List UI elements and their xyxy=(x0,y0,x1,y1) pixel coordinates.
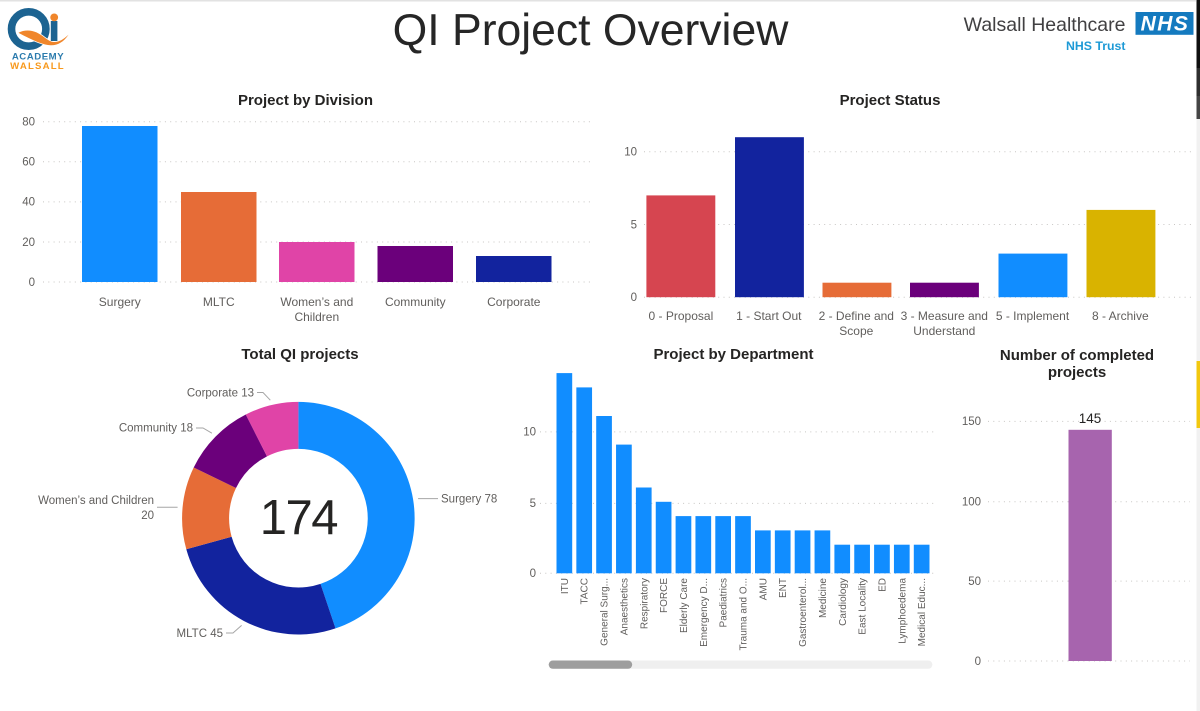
svg-text:Project Status: Project Status xyxy=(840,92,941,109)
svg-text:East Locality: East Locality xyxy=(858,578,869,635)
svg-text:5 - Implement: 5 - Implement xyxy=(996,309,1070,323)
svg-text:5: 5 xyxy=(631,219,637,231)
svg-text:145: 145 xyxy=(1079,411,1102,426)
svg-text:ITU: ITU xyxy=(560,578,571,594)
svg-text:Medical Educ...: Medical Educ... xyxy=(917,578,928,646)
svg-text:Medicine: Medicine xyxy=(818,578,829,618)
svg-text:174: 174 xyxy=(260,491,338,545)
svg-text:0: 0 xyxy=(631,292,637,304)
svg-text:Trauma and O...: Trauma and O... xyxy=(739,578,750,650)
svg-text:Women’s and Children: Women’s and Children xyxy=(38,495,154,507)
svg-text:8 - Archive: 8 - Archive xyxy=(1092,309,1149,323)
svg-text:3 - Measure and: 3 - Measure and xyxy=(901,309,988,323)
svg-text:2 - Define and: 2 - Define and xyxy=(819,309,894,323)
svg-text:QI Project Overview: QI Project Overview xyxy=(393,6,790,55)
svg-text:Project by Department: Project by Department xyxy=(653,346,813,363)
svg-text:Understand: Understand xyxy=(913,324,975,338)
svg-text:Emergency D...: Emergency D... xyxy=(699,578,710,647)
svg-text:0: 0 xyxy=(29,277,35,289)
svg-text:MLTC 45: MLTC 45 xyxy=(177,628,223,640)
svg-text:ENT: ENT xyxy=(778,578,789,598)
svg-text:Women’s and: Women’s and xyxy=(280,295,353,309)
svg-text:Project by Division: Project by Division xyxy=(238,92,373,109)
svg-text:Children: Children xyxy=(294,310,339,324)
svg-text:Walsall Healthcare: Walsall Healthcare xyxy=(964,14,1126,36)
svg-text:Lymphoedema: Lymphoedema xyxy=(897,578,908,644)
svg-text:Corporate: Corporate xyxy=(487,295,541,309)
svg-text:50: 50 xyxy=(968,576,981,588)
svg-text:ED: ED xyxy=(877,578,888,592)
svg-text:60: 60 xyxy=(22,157,35,169)
svg-text:10: 10 xyxy=(523,427,536,439)
svg-text:Gastroenterol...: Gastroenterol... xyxy=(798,578,809,647)
svg-text:NHS: NHS xyxy=(1141,13,1190,36)
svg-text:Paediatrics: Paediatrics xyxy=(719,578,730,627)
svg-text:Corporate 13: Corporate 13 xyxy=(187,388,254,400)
svg-text:Scope: Scope xyxy=(839,324,873,338)
svg-text:FORCE: FORCE xyxy=(659,578,670,613)
svg-text:0 - Proposal: 0 - Proposal xyxy=(649,309,714,323)
svg-text:100: 100 xyxy=(962,497,981,509)
svg-text:TACC: TACC xyxy=(580,578,591,604)
svg-text:MLTC: MLTC xyxy=(203,295,235,309)
svg-text:Surgery: Surgery xyxy=(99,295,141,309)
svg-text:WALSALL: WALSALL xyxy=(10,61,65,72)
svg-text:Cardiology: Cardiology xyxy=(838,578,849,626)
svg-text:Surgery 78: Surgery 78 xyxy=(441,494,497,506)
svg-text:40: 40 xyxy=(22,197,35,209)
svg-text:Community 18: Community 18 xyxy=(119,423,193,435)
svg-text:Community: Community xyxy=(385,295,446,309)
svg-text:20: 20 xyxy=(22,237,35,249)
svg-text:Anaesthetics: Anaesthetics xyxy=(619,578,630,635)
svg-text:NHS Trust: NHS Trust xyxy=(1066,39,1125,53)
svg-text:0: 0 xyxy=(975,656,981,668)
svg-text:ACADEMY: ACADEMY xyxy=(12,52,64,63)
svg-text:Number of completed: Number of completed xyxy=(1000,347,1154,364)
svg-text:10: 10 xyxy=(624,147,637,159)
svg-text:20: 20 xyxy=(141,510,154,522)
svg-text:AMU: AMU xyxy=(758,578,769,600)
svg-text:General Surg...: General Surg... xyxy=(600,578,611,646)
svg-text:5: 5 xyxy=(530,498,536,510)
svg-text:Total QI projects: Total QI projects xyxy=(241,346,358,363)
svg-text:80: 80 xyxy=(22,117,35,129)
svg-text:150: 150 xyxy=(962,416,981,428)
svg-text:projects: projects xyxy=(1048,364,1106,381)
svg-text:Respiratory: Respiratory xyxy=(639,578,650,629)
svg-text:0: 0 xyxy=(530,568,536,580)
svg-text:Elderly Care: Elderly Care xyxy=(679,578,690,633)
svg-text:1 - Start Out: 1 - Start Out xyxy=(736,309,802,323)
